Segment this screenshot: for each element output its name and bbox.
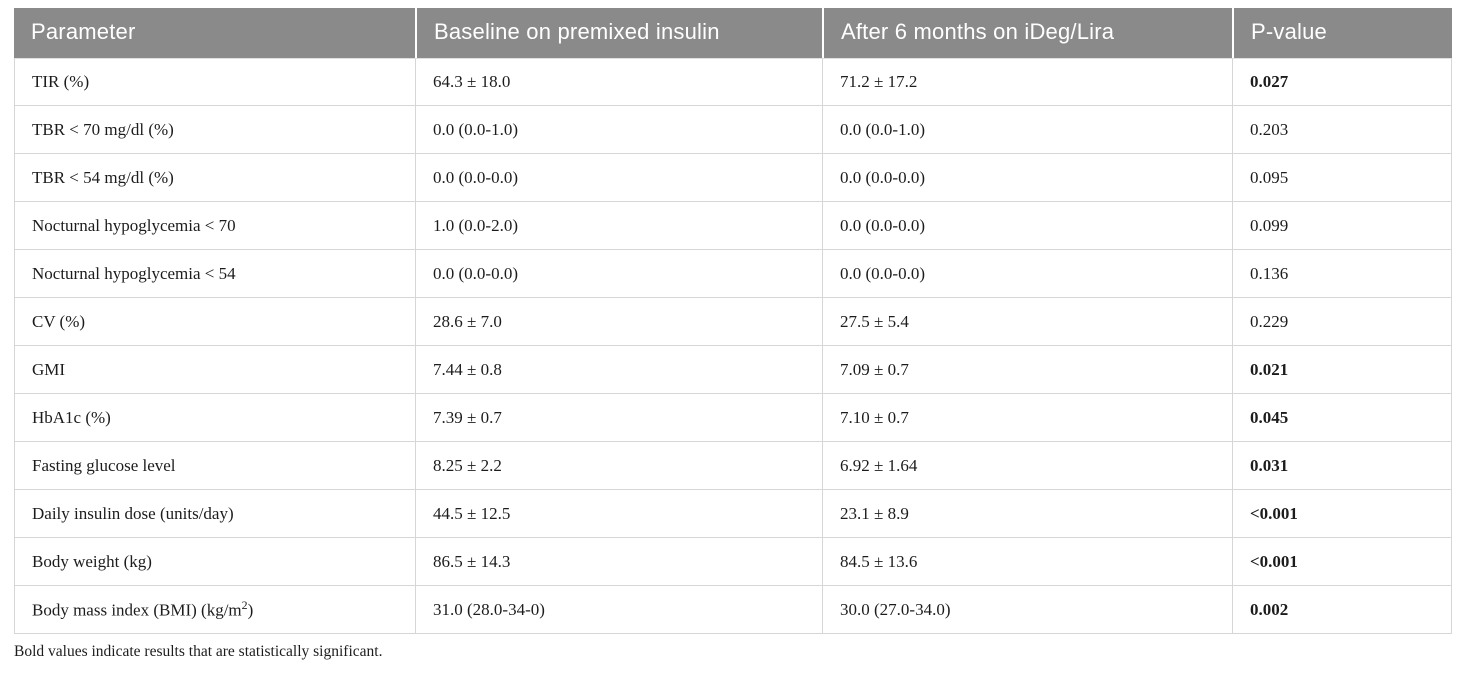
baseline-value-cell: 0.0 (0.0-1.0)	[415, 106, 822, 154]
baseline-value-cell: 1.0 (0.0-2.0)	[415, 202, 822, 250]
table-row: Body weight (kg) 86.5 ± 14.3 84.5 ± 13.6 <0…	[14, 538, 1452, 586]
p-value-cell: <0.001	[1232, 538, 1452, 586]
parameter-cell: Nocturnal hypoglycemia < 70	[14, 202, 415, 250]
p-value-cell: 0.095	[1232, 154, 1452, 202]
baseline-value-cell: 0.0 (0.0-0.0)	[415, 154, 822, 202]
table-figure: Parameter Baseline on premixed insulin A…	[14, 8, 1452, 660]
after-value-cell: 71.2 ± 17.2	[822, 58, 1232, 106]
p-value-cell: 0.136	[1232, 250, 1452, 298]
results-table: Parameter Baseline on premixed insulin A…	[14, 8, 1452, 634]
after-value-cell: 84.5 ± 13.6	[822, 538, 1232, 586]
parameter-cell: Nocturnal hypoglycemia < 54	[14, 250, 415, 298]
baseline-value-cell: 7.39 ± 0.7	[415, 394, 822, 442]
table-row: Body mass index (BMI) (kg/m2) 31.0 (28.0-…	[14, 586, 1452, 634]
table-row: GMI 7.44 ± 0.8 7.09 ± 0.7 0.021	[14, 346, 1452, 394]
table-row: TIR (%) 64.3 ± 18.0 71.2 ± 17.2 0.027	[14, 58, 1452, 106]
p-value-cell: <0.001	[1232, 490, 1452, 538]
after-value-cell: 30.0 (27.0-34.0)	[822, 586, 1232, 634]
parameter-cell: Daily insulin dose (units/day)	[14, 490, 415, 538]
after-value-cell: 6.92 ± 1.64	[822, 442, 1232, 490]
table-row: Fasting glucose level 8.25 ± 2.2 6.92 ± 1.…	[14, 442, 1452, 490]
p-value-cell: 0.027	[1232, 58, 1452, 106]
p-value-cell: 0.002	[1232, 586, 1452, 634]
column-header-after: After 6 months on iDeg/Lira	[822, 8, 1232, 58]
parameter-cell: Body mass index (BMI) (kg/m2)	[14, 586, 415, 634]
table-row: TBR < 70 mg/dl (%) 0.0 (0.0-1.0) 0.0 (0.0-…	[14, 106, 1452, 154]
after-value-cell: 7.10 ± 0.7	[822, 394, 1232, 442]
after-value-cell: 0.0 (0.0-0.0)	[822, 250, 1232, 298]
baseline-value-cell: 86.5 ± 14.3	[415, 538, 822, 586]
column-header-p-value: P-value	[1232, 8, 1452, 58]
p-value-cell: 0.045	[1232, 394, 1452, 442]
parameter-cell: HbA1c (%)	[14, 394, 415, 442]
baseline-value-cell: 0.0 (0.0-0.0)	[415, 250, 822, 298]
table-row: Nocturnal hypoglycemia < 54 0.0 (0.0-0.0)…	[14, 250, 1452, 298]
parameter-cell: GMI	[14, 346, 415, 394]
after-value-cell: 0.0 (0.0-0.0)	[822, 154, 1232, 202]
baseline-value-cell: 7.44 ± 0.8	[415, 346, 822, 394]
baseline-value-cell: 44.5 ± 12.5	[415, 490, 822, 538]
parameter-cell: Fasting glucose level	[14, 442, 415, 490]
p-value-cell: 0.021	[1232, 346, 1452, 394]
p-value-cell: 0.229	[1232, 298, 1452, 346]
baseline-value-cell: 28.6 ± 7.0	[415, 298, 822, 346]
after-value-cell: 0.0 (0.0-1.0)	[822, 106, 1232, 154]
p-value-cell: 0.203	[1232, 106, 1452, 154]
parameter-cell: TIR (%)	[14, 58, 415, 106]
p-value-cell: 0.099	[1232, 202, 1452, 250]
table-footnote: Bold values indicate results that are st…	[14, 643, 383, 660]
parameter-cell: Body weight (kg)	[14, 538, 415, 586]
p-value-cell: 0.031	[1232, 442, 1452, 490]
parameter-cell: TBR < 70 mg/dl (%)	[14, 106, 415, 154]
after-value-cell: 0.0 (0.0-0.0)	[822, 202, 1232, 250]
parameter-cell: CV (%)	[14, 298, 415, 346]
table-row: HbA1c (%) 7.39 ± 0.7 7.10 ± 0.7 0.045	[14, 394, 1452, 442]
column-header-baseline: Baseline on premixed insulin	[415, 8, 822, 58]
column-header-parameter: Parameter	[14, 8, 415, 58]
baseline-value-cell: 64.3 ± 18.0	[415, 58, 822, 106]
table-row: TBR < 54 mg/dl (%) 0.0 (0.0-0.0) 0.0 (0.0-…	[14, 154, 1452, 202]
table-row: Nocturnal hypoglycemia < 70 1.0 (0.0-2.0)…	[14, 202, 1452, 250]
after-value-cell: 23.1 ± 8.9	[822, 490, 1232, 538]
after-value-cell: 27.5 ± 5.4	[822, 298, 1232, 346]
baseline-value-cell: 31.0 (28.0-34-0)	[415, 586, 822, 634]
after-value-cell: 7.09 ± 0.7	[822, 346, 1232, 394]
table-row: CV (%) 28.6 ± 7.0 27.5 ± 5.4 0.229	[14, 298, 1452, 346]
table-header-row: Parameter Baseline on premixed insulin A…	[14, 8, 1452, 58]
table-row: Daily insulin dose (units/day) 44.5 ± 12.…	[14, 490, 1452, 538]
baseline-value-cell: 8.25 ± 2.2	[415, 442, 822, 490]
parameter-cell: TBR < 54 mg/dl (%)	[14, 154, 415, 202]
